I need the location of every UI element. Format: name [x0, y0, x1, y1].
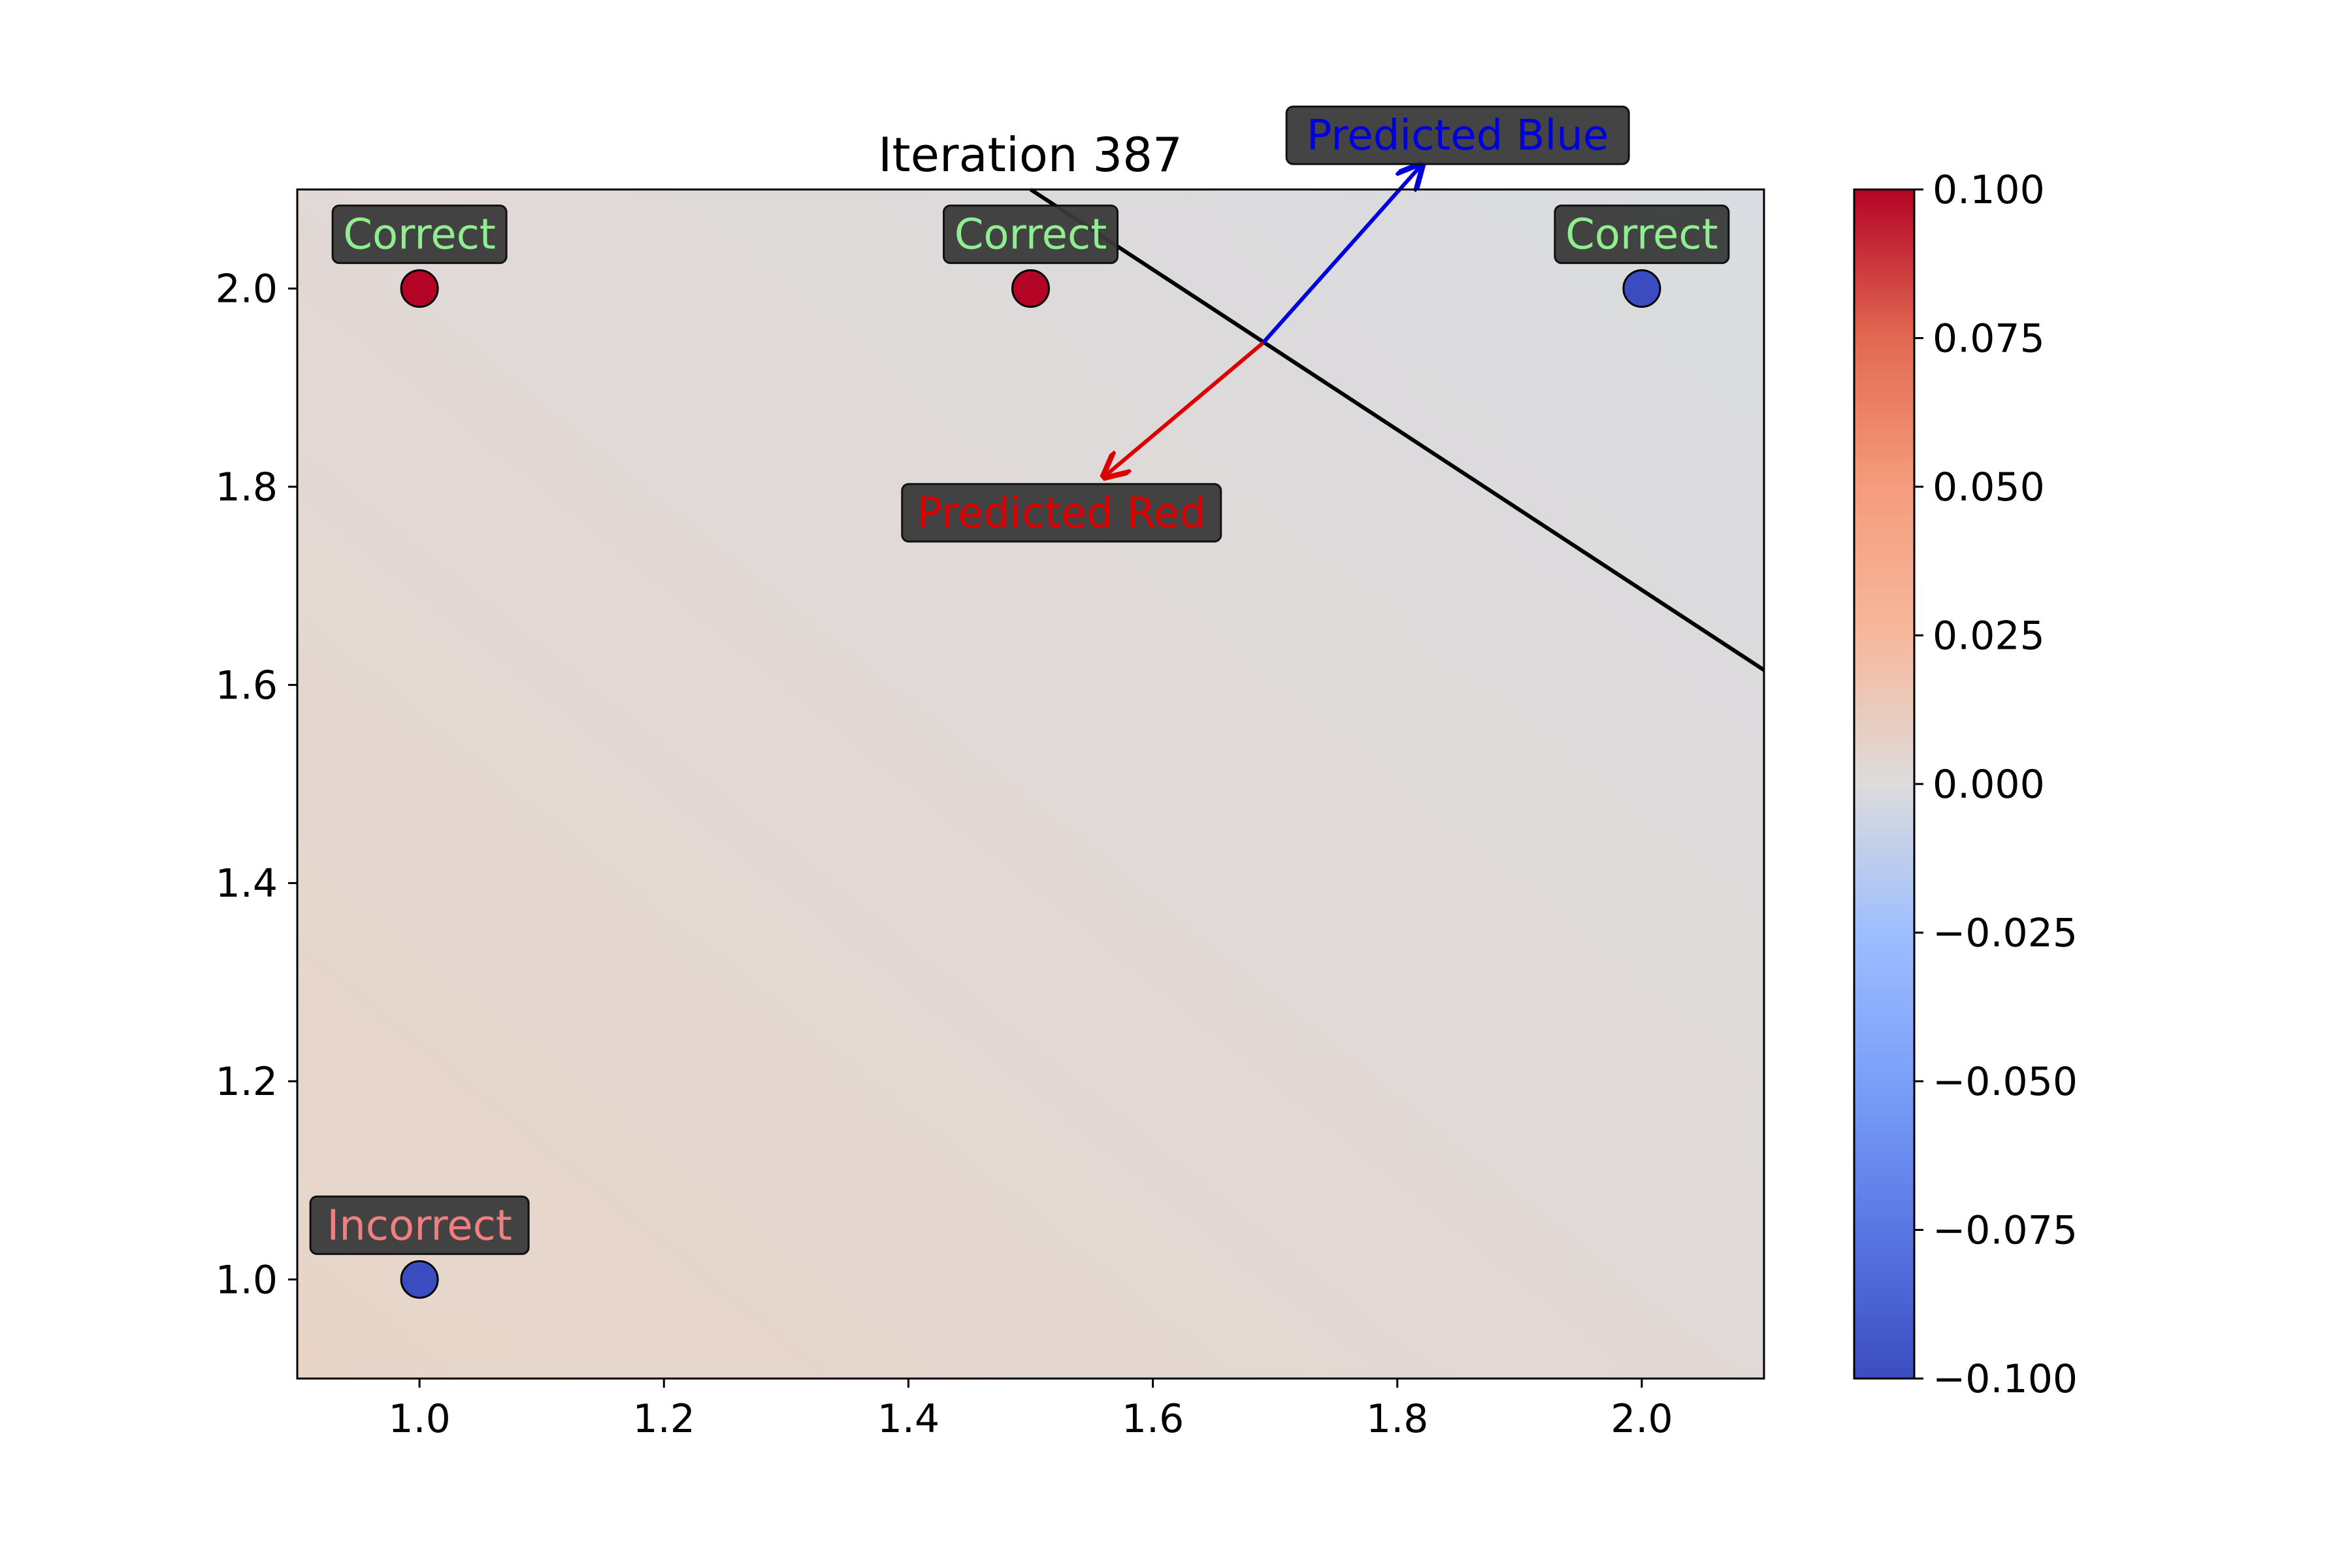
colorbar-tick-label: 0.075 [1933, 316, 2045, 362]
predicted-blue-label-box [1285, 105, 1630, 165]
y-tick-label: 2.0 [216, 267, 278, 312]
x-tick-label: 1.6 [1122, 1396, 1184, 1442]
point-status-box [309, 1195, 530, 1255]
colorbar-tick-label: −0.100 [1933, 1356, 2078, 1402]
predicted-red-label: Predicted Red [917, 489, 1206, 538]
colorbar-tick-label: −0.050 [1933, 1059, 2078, 1105]
data-point-blue [400, 1260, 439, 1299]
point-status-box [1554, 204, 1730, 265]
colorbar-tick-label: 0.025 [1933, 613, 2045, 659]
x-tick-label: 1.4 [877, 1396, 939, 1442]
plot-frame [296, 188, 1765, 1380]
y-tick-label: 1.0 [216, 1257, 278, 1303]
data-point-red [1011, 269, 1050, 308]
point-status-label: Incorrect [327, 1201, 512, 1250]
y-tick-label: 1.2 [216, 1059, 278, 1105]
y-tick-label: 1.8 [216, 465, 278, 510]
point-status-label: Correct [1565, 211, 1718, 259]
x-tick-label: 1.2 [633, 1396, 695, 1442]
y-tick-label: 1.6 [216, 662, 278, 708]
chart-title: Iteration 387 [878, 127, 1183, 182]
predicted-blue-arrow [1261, 165, 1422, 345]
decision-boundary-line [1029, 188, 1765, 672]
y-tick-label: 1.4 [216, 861, 278, 907]
colorbar-tick-label: 0.000 [1933, 762, 2045, 808]
data-point-blue [1622, 269, 1661, 308]
x-tick-label: 1.0 [388, 1396, 450, 1442]
colorbar-tick-label: 0.050 [1933, 465, 2045, 510]
colorbar-tick-label: −0.075 [1933, 1208, 2078, 1254]
x-tick-label: 2.0 [1610, 1396, 1673, 1442]
point-status-box [943, 204, 1119, 265]
plot-background [297, 189, 1764, 1379]
colorbar-tick-label: −0.025 [1933, 911, 2078, 956]
colorbar [1853, 188, 1916, 1380]
point-status-box [331, 204, 508, 265]
predicted-blue-label: Predicted Blue [1307, 112, 1609, 160]
x-tick-label: 1.8 [1366, 1396, 1428, 1442]
colorbar-tick-label: 0.100 [1933, 167, 2045, 213]
point-status-label: Correct [955, 211, 1107, 259]
predicted-red-label-box [901, 483, 1222, 543]
point-status-label: Correct [343, 211, 496, 259]
predicted-red-arrow [1104, 341, 1264, 477]
data-point-red [400, 269, 439, 308]
